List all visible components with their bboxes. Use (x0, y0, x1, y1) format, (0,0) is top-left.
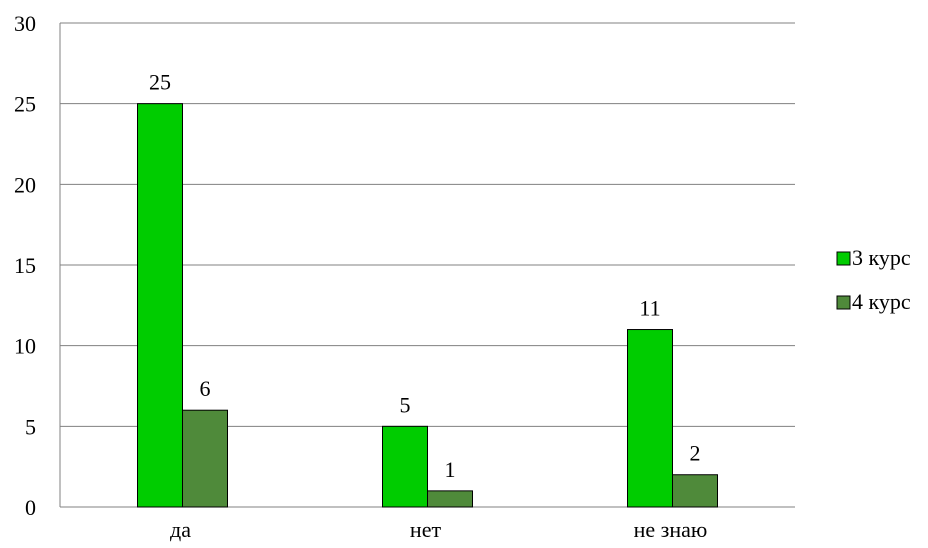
bar (672, 474, 718, 508)
legend-swatch (836, 295, 851, 310)
data-label: 6 (200, 376, 211, 401)
y-tick-label: 30 (14, 11, 36, 36)
legend: 3 курс 4 курс (836, 245, 911, 314)
data-label: 25 (149, 70, 171, 95)
data-label: 1 (445, 457, 456, 482)
bars (137, 103, 718, 508)
legend-label: 3 курс (852, 245, 911, 270)
y-tick-label: 15 (14, 253, 36, 278)
bar (137, 103, 183, 508)
bar (427, 490, 473, 508)
x-category-label: да (170, 517, 191, 542)
data-label: 2 (690, 441, 701, 466)
y-tick-label: 0 (25, 495, 36, 520)
x-category-label: не знаю (634, 517, 708, 542)
legend-label: 4 курс (852, 289, 911, 314)
y-tick-label: 10 (14, 334, 36, 359)
legend-swatch (836, 251, 851, 266)
x-category-label: нет (410, 517, 442, 542)
y-tick-label: 25 (14, 92, 36, 117)
bar (382, 425, 428, 508)
data-label: 11 (639, 296, 660, 321)
data-label: 5 (400, 392, 411, 417)
bar (182, 409, 228, 508)
y-axis-ticks: 0 5 10 15 20 25 30 (14, 11, 36, 520)
x-axis-categories: да нет не знаю (170, 517, 707, 542)
bar (627, 329, 673, 508)
y-tick-label: 5 (25, 414, 36, 439)
y-tick-label: 20 (14, 172, 36, 197)
